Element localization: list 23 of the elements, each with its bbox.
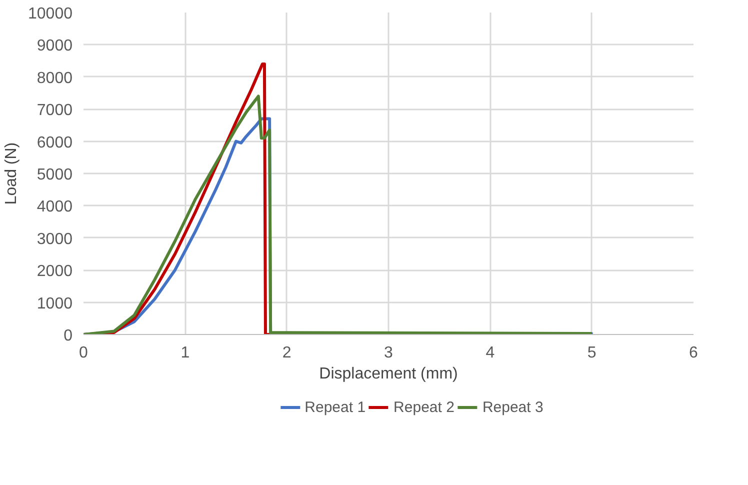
legend-label: Repeat 2 <box>394 398 454 416</box>
x-tick-label: 6 <box>689 344 698 362</box>
y-axis-title: Load (N) <box>3 142 20 205</box>
y-tick-label: 9000 <box>36 38 73 55</box>
y-tick-label: 2000 <box>36 263 73 280</box>
y-tick-label: 1000 <box>36 295 73 312</box>
y-tick-label: 3000 <box>36 230 73 248</box>
x-tick-label: 3 <box>384 344 394 362</box>
x-axis-title: Displacement (mm) <box>319 366 458 382</box>
x-tick-label: 5 <box>587 344 596 362</box>
y-tick-label: 7000 <box>36 102 73 120</box>
y-tick-label: 0 <box>64 328 73 344</box>
y-tick-label: 6000 <box>36 134 73 152</box>
legend-label: Repeat 3 <box>482 398 544 416</box>
x-tick-label: 0 <box>79 344 88 362</box>
y-tick-label: 10000 <box>28 6 73 22</box>
y-tick-label: 8000 <box>36 70 73 87</box>
x-tick-label: 4 <box>486 344 495 362</box>
y-tick-label: 5000 <box>36 166 73 184</box>
legend-label: Repeat 1 <box>304 398 366 416</box>
x-tick-label: 2 <box>282 344 292 362</box>
y-tick-label: 4000 <box>36 198 73 216</box>
x-tick-label: 1 <box>180 344 190 362</box>
